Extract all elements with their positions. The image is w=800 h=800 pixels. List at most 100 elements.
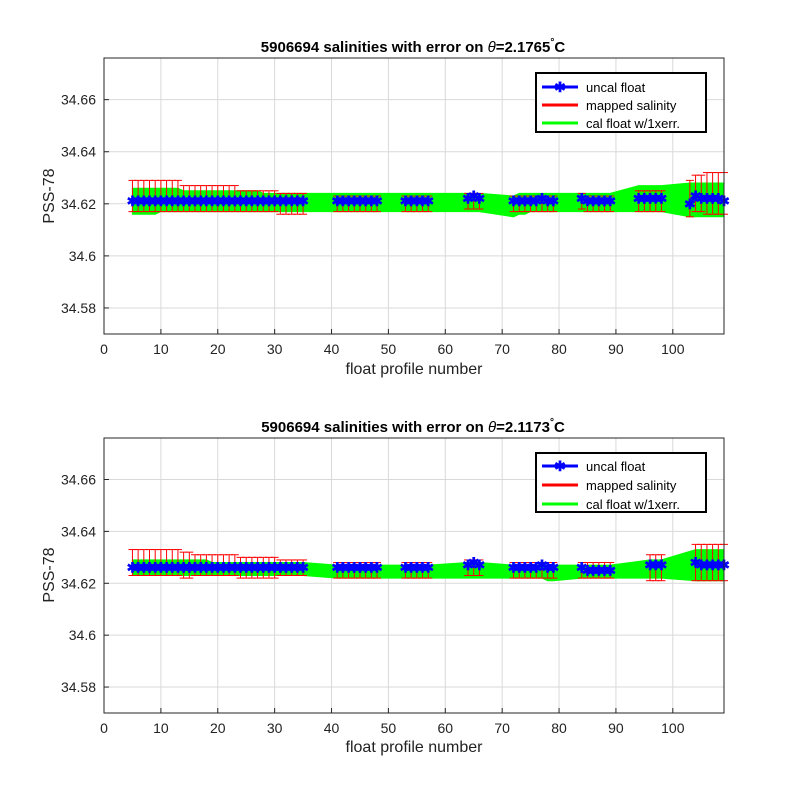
mapped-error-bar <box>549 195 558 213</box>
uncal-float-point: ✱ <box>695 557 707 573</box>
mapped-error-bar <box>657 190 666 213</box>
uncal-float-point: ✱ <box>690 188 702 204</box>
uncal-float-point: ✱ <box>132 560 144 576</box>
uncal-float-point: ✱ <box>360 193 372 209</box>
y-tick-label: 34.62 <box>61 196 96 212</box>
uncal-float-point: ✱ <box>474 191 486 207</box>
uncal-float-point: ✱ <box>513 193 525 209</box>
uncal-float-point: ✱ <box>650 191 662 207</box>
uncal-float-point: ✱ <box>684 196 696 212</box>
y-tick-label: 34.62 <box>61 575 96 591</box>
uncal-float-point: ✱ <box>331 193 343 209</box>
uncal-float-point: ✱ <box>246 560 258 576</box>
uncal-float-point: ✱ <box>707 557 719 573</box>
panel-1-legend-mapped-label: mapped salinity <box>586 98 677 113</box>
panel-1-legend-uncal-label: uncal float <box>586 80 646 95</box>
mapped-error-bar <box>373 562 382 579</box>
mapped-error-bar <box>424 562 433 579</box>
uncal-float-point: ✱ <box>280 193 292 209</box>
uncal-float-point: ✱ <box>354 560 366 576</box>
uncal-float-line <box>689 194 725 205</box>
uncal-float-point: ✱ <box>536 191 548 207</box>
uncal-float-point: ✱ <box>576 560 588 576</box>
x-tick-label: 70 <box>494 341 510 357</box>
panel-2-legend-box <box>535 452 707 513</box>
y-tick-label: 34.6 <box>69 627 96 643</box>
uncal-float-point: ✱ <box>343 560 355 576</box>
mapped-error-bar <box>685 179 694 218</box>
x-tick-label: 80 <box>551 720 567 736</box>
uncal-float-point: ✱ <box>286 193 298 209</box>
uncal-float-point: ✱ <box>252 560 264 576</box>
uncal-float-point: ✱ <box>297 560 309 576</box>
uncal-float-point: ✱ <box>206 193 218 209</box>
uncal-float-point: ✱ <box>212 560 224 576</box>
uncal-float-point: ✱ <box>422 560 434 576</box>
mapped-error-bar <box>606 562 615 579</box>
uncal-float-point: ✱ <box>178 193 190 209</box>
x-tick-label: 90 <box>608 720 624 736</box>
uncal-float-point: ✱ <box>149 193 161 209</box>
uncal-float-point: ✱ <box>343 193 355 209</box>
x-tick-label: 30 <box>267 720 283 736</box>
panel-2-uncal-float: ✱✱✱✱✱✱✱✱✱✱✱✱✱✱✱✱✱✱✱✱✱✱✱✱✱✱✱✱✱✱✱ ✱✱✱✱✱✱✱✱ ✱… <box>127 555 731 579</box>
uncal-float-point: ✱ <box>604 562 616 578</box>
mapped-error-bar <box>173 549 182 576</box>
panel-2-x-label: float profile number <box>346 739 484 756</box>
mapped-error-bar <box>424 195 433 213</box>
uncal-float-point: ✱ <box>127 560 139 576</box>
uncal-float-point: ✱ <box>547 560 559 576</box>
panel-2-legend-uncal-label: uncal float <box>586 459 646 474</box>
uncal-float-point: ✱ <box>411 560 423 576</box>
uncal-float-point: ✱ <box>508 560 520 576</box>
uncal-float-point: ✱ <box>707 191 719 207</box>
uncal-float-line <box>581 566 611 572</box>
mapped-error-bar <box>549 562 558 579</box>
uncal-float-point: ✱ <box>348 560 360 576</box>
uncal-float-point: ✱ <box>292 560 304 576</box>
uncal-float-line <box>467 194 480 200</box>
uncal-float-point: ✱ <box>138 193 150 209</box>
uncal-float-point: ✱ <box>405 560 417 576</box>
uncal-float-point: ✱ <box>508 193 520 209</box>
y-tick-label: 34.64 <box>61 144 96 160</box>
uncal-float-point: ✱ <box>235 560 247 576</box>
mapped-error-bar <box>697 174 706 213</box>
mapped-error-bar <box>373 195 382 213</box>
uncal-float-point: ✱ <box>405 193 417 209</box>
uncal-float-point: ✱ <box>712 557 724 573</box>
uncal-float-point: ✱ <box>155 560 167 576</box>
uncal-float-point: ✱ <box>218 193 230 209</box>
uncal-float-line <box>467 561 480 567</box>
panel-2-y-ticks: 34.58 34.6 34.62 34.64 34.66 <box>61 472 109 695</box>
x-tick-label: 40 <box>324 720 340 736</box>
x-tick-label: 50 <box>381 720 397 736</box>
uncal-float-point: ✱ <box>400 193 412 209</box>
x-tick-label: 60 <box>437 341 453 357</box>
uncal-float-point: ✱ <box>274 560 286 576</box>
uncal-float-point: ✱ <box>189 560 201 576</box>
uncal-float-point: ✱ <box>240 193 252 209</box>
uncal-float-point: ✱ <box>257 193 269 209</box>
panel-1-x-label: float profile number <box>346 361 484 378</box>
uncal-float-point: ✱ <box>166 193 178 209</box>
uncal-float-point: ✱ <box>297 193 309 209</box>
uncal-float-point: ✱ <box>166 560 178 576</box>
uncal-float-point: ✱ <box>604 193 616 209</box>
uncal-float-point: ✱ <box>263 560 275 576</box>
uncal-float-point: ✱ <box>519 193 531 209</box>
uncal-float-point: ✱ <box>638 191 650 207</box>
uncal-float-point: ✱ <box>468 188 480 204</box>
panel-2-y-label: PSS-78 <box>41 547 58 602</box>
x-tick-label: 50 <box>381 341 397 357</box>
uncal-float-point: ✱ <box>280 560 292 576</box>
mapped-error-bar <box>577 192 586 210</box>
uncal-float-point: ✱ <box>212 193 224 209</box>
panel-1: 5906694 salinities with error on θ=2.176… <box>41 37 730 378</box>
uncal-float-point: ✱ <box>223 560 235 576</box>
uncal-float-point: ✱ <box>252 193 264 209</box>
uncal-float-point: ✱ <box>149 560 161 576</box>
uncal-float-point: ✱ <box>468 555 480 571</box>
panel-2-title: 5906694 salinities with error on θ=2.117… <box>261 417 565 436</box>
